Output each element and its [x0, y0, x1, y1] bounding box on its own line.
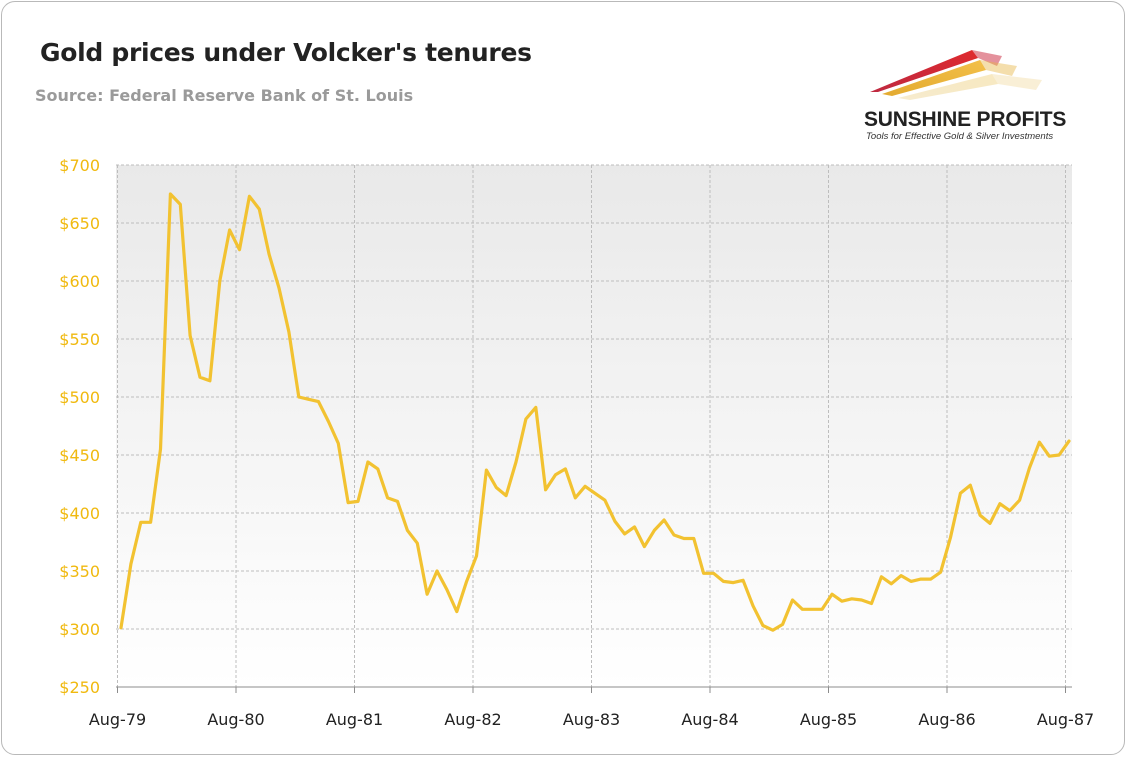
x-tick-label: Aug-81 [326, 710, 383, 729]
horizontal-gridlines [116, 164, 1072, 630]
x-axis-ticks [117, 687, 1066, 693]
y-tick-label: $550 [59, 330, 100, 349]
x-axis-tick-labels: Aug-79 Aug-80 Aug-81 Aug-82 Aug-83 Aug-84 Aug-… [89, 710, 1094, 729]
y-tick-label: $250 [59, 678, 100, 697]
sunshine-profits-logo-icon [870, 50, 1042, 100]
x-tick-label: Aug-84 [681, 710, 738, 729]
chart-subtitle: Source: Federal Reserve Bank of St. Loui… [35, 86, 414, 105]
gold-price-line [119, 192, 1071, 632]
y-tick-label: $450 [59, 446, 100, 465]
chart-title: Gold prices under Volcker's tenures [40, 38, 532, 67]
y-tick-label: $300 [59, 620, 100, 639]
x-tick-label: Aug-87 [1037, 710, 1094, 729]
x-tick-label: Aug-86 [918, 710, 975, 729]
logo-name: SUNSHINE PROFITS [864, 108, 1067, 131]
plot-area [116, 165, 1072, 687]
x-tick-label: Aug-82 [444, 710, 501, 729]
x-tick-label: Aug-79 [89, 710, 146, 729]
x-tick-label: Aug-80 [207, 710, 264, 729]
y-axis-tick-labels: $250 $300 $350 $400 $450 $500 $550 $600 $650 $700 [59, 156, 100, 697]
vertical-gridlines [117, 165, 1066, 687]
logo-tagline: Tools for Effective Gold & Silver Invest… [866, 131, 1054, 142]
y-tick-label: $500 [59, 388, 100, 407]
y-tick-label: $650 [59, 214, 100, 233]
y-tick-label: $700 [59, 156, 100, 175]
x-tick-label: Aug-83 [563, 710, 620, 729]
x-tick-label: Aug-85 [800, 710, 857, 729]
y-tick-label: $400 [59, 504, 100, 523]
y-tick-label: $350 [59, 562, 100, 581]
y-tick-label: $600 [59, 272, 100, 291]
